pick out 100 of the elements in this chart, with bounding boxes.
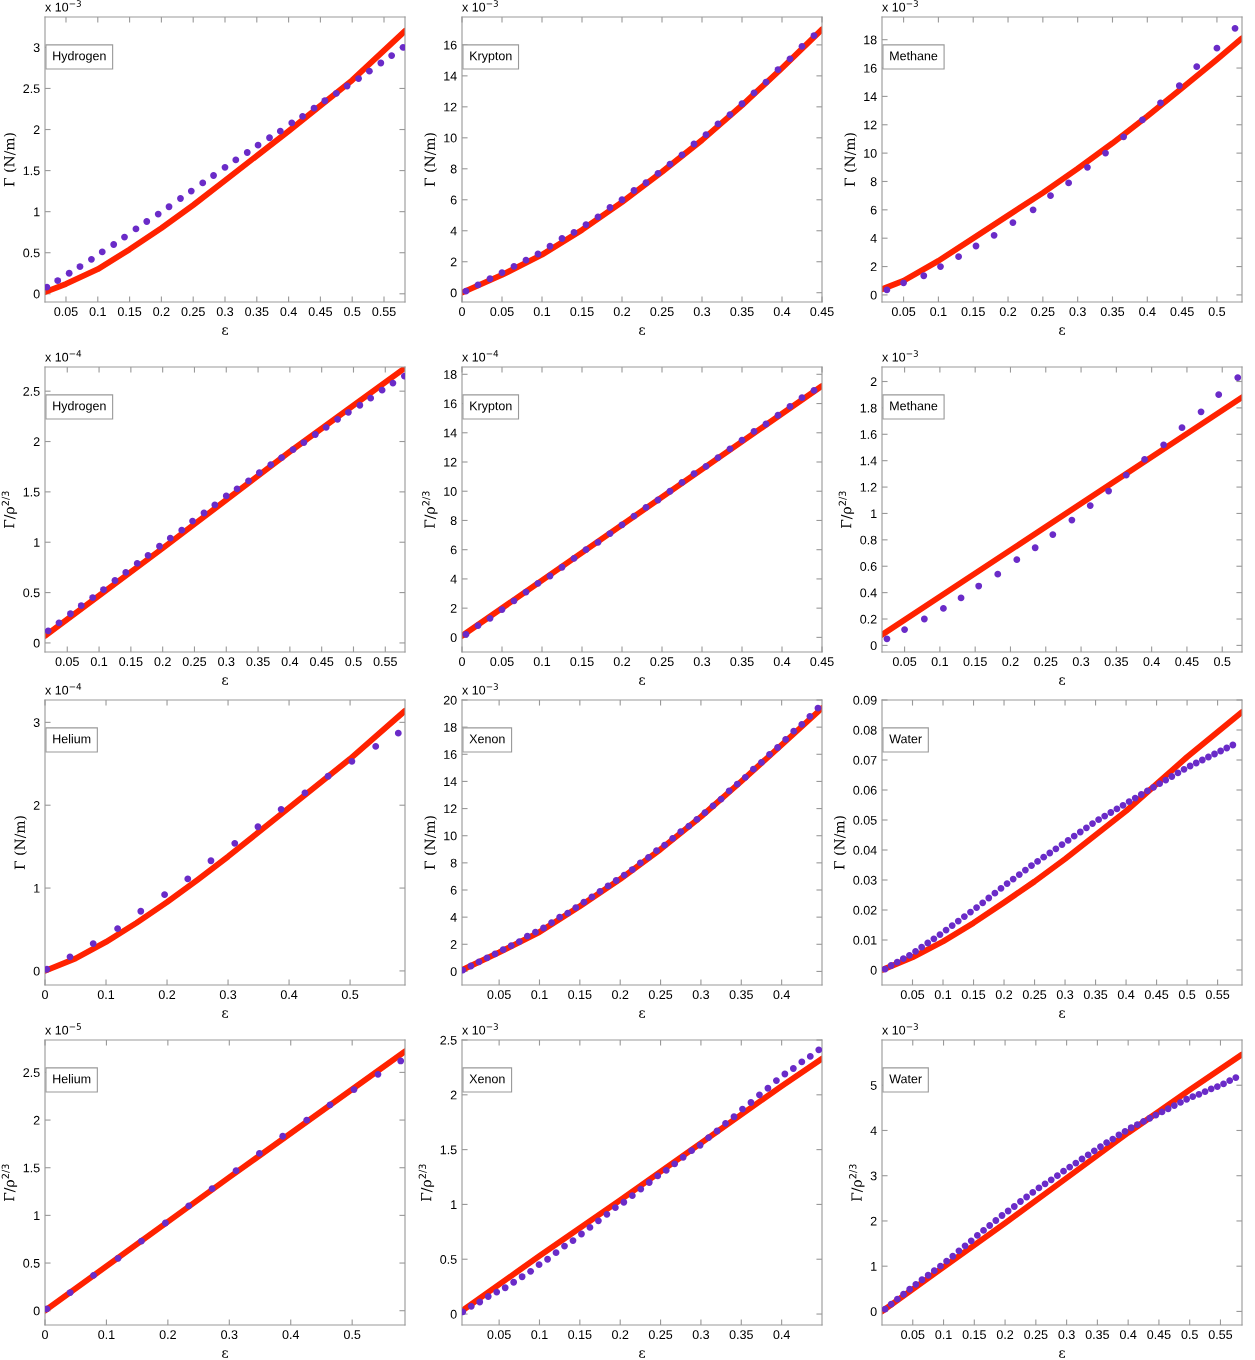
point	[883, 635, 891, 643]
point	[303, 1116, 311, 1124]
point	[887, 1300, 895, 1308]
point	[498, 269, 506, 276]
point	[523, 932, 531, 940]
point	[1040, 853, 1048, 861]
point	[114, 1254, 122, 1262]
x-tick-label: 0.1	[531, 990, 548, 1000]
point	[561, 1242, 568, 1250]
y-tick-label: 1	[871, 509, 877, 518]
point	[299, 112, 306, 120]
point	[786, 403, 794, 410]
point	[311, 431, 319, 438]
x-tick-label: 0.4	[1139, 307, 1156, 317]
x-tick-label: 0.2	[613, 307, 631, 317]
y-tick-label: 12	[444, 804, 457, 814]
point	[1192, 759, 1200, 767]
x-tick-label: 0.1	[531, 1330, 548, 1340]
point	[348, 757, 356, 765]
x-axis-title: ε	[1059, 327, 1065, 335]
y-tick-label: 16	[864, 63, 877, 73]
y-tick-label: 14	[444, 71, 457, 81]
point	[756, 1091, 763, 1099]
point	[121, 233, 128, 241]
x-tick-label: 0.45	[1144, 990, 1169, 1000]
point	[564, 909, 572, 917]
point	[548, 919, 555, 926]
point	[671, 1160, 679, 1168]
point	[750, 427, 758, 435]
point	[912, 1280, 920, 1288]
point	[88, 255, 95, 263]
point	[726, 111, 734, 118]
point	[279, 1132, 287, 1140]
point	[324, 772, 332, 780]
text: x 10$^{−3}$	[882, 0, 918, 12]
point	[628, 866, 636, 874]
annotation: Krypton	[470, 51, 512, 63]
point	[722, 1119, 729, 1127]
y-tick-label: 0.4	[860, 588, 877, 598]
point	[758, 759, 765, 766]
point	[90, 1272, 97, 1279]
point	[486, 275, 494, 283]
point	[1041, 1180, 1049, 1188]
point	[45, 965, 51, 973]
point	[1029, 206, 1037, 214]
x-axis-title: ε	[639, 1010, 645, 1018]
x-tick-label: 0.55	[372, 307, 396, 317]
point	[344, 408, 352, 416]
point	[161, 891, 168, 899]
point	[356, 401, 364, 409]
point	[1131, 794, 1139, 802]
x-tick-label: 0.15	[117, 307, 142, 317]
point	[394, 729, 402, 737]
y-tick-label: 8	[450, 516, 457, 526]
x-tick-label: 0.5	[1214, 657, 1231, 667]
point	[1113, 805, 1121, 813]
y-tick-label: 1	[34, 538, 40, 547]
point	[1178, 424, 1186, 432]
x-tick-label: 0.2	[1002, 657, 1019, 667]
point	[1089, 820, 1096, 827]
point	[606, 204, 614, 211]
point	[1141, 455, 1148, 463]
text: x 10$^{−3}$	[462, 683, 498, 695]
point	[301, 789, 309, 797]
x-tick-label: 0.35	[245, 307, 269, 317]
point	[1193, 63, 1201, 71]
point	[774, 66, 782, 74]
point	[527, 1267, 535, 1275]
point	[572, 904, 580, 912]
point	[1183, 1095, 1191, 1103]
x-tick-label: 0.5	[343, 1330, 361, 1340]
y-tick-label: 20	[443, 695, 457, 705]
y-tick-label: 14	[864, 92, 877, 101]
point	[1060, 1167, 1067, 1175]
point	[696, 1141, 704, 1149]
point	[76, 263, 84, 271]
x-tick-label: 0.3	[221, 1330, 238, 1340]
x-tick-label: 0.35	[1104, 657, 1128, 667]
point	[256, 1150, 263, 1157]
point	[254, 823, 262, 831]
x-axis-title: ε	[1059, 1010, 1065, 1018]
y-axis-title: Γ/ρ$^{2/3}$	[418, 1164, 435, 1202]
point	[267, 461, 275, 469]
x-tick-label: 0.15	[570, 657, 594, 667]
x-tick-label: 0.25	[648, 990, 673, 1000]
point	[669, 835, 677, 842]
point	[920, 272, 928, 280]
point	[1152, 1111, 1160, 1119]
point	[1052, 845, 1060, 853]
x-tick-label: 0.05	[891, 307, 916, 317]
point	[645, 854, 652, 861]
point	[350, 1086, 358, 1093]
x-tick-label: 0.45	[810, 657, 834, 667]
y-tick-label: 0.06	[853, 785, 877, 795]
x-tick-label: 0.45	[810, 307, 834, 317]
point	[558, 563, 566, 571]
y-tick-label: 0.05	[853, 815, 877, 825]
x-tick-label: 0.15	[961, 307, 985, 317]
point	[156, 542, 163, 550]
point	[133, 559, 141, 567]
